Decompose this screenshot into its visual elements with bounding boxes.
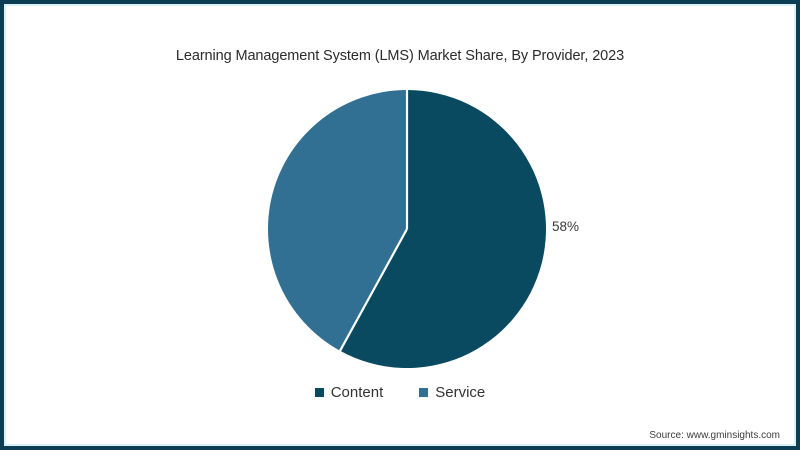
chart-title: Learning Management System (LMS) Market … [175,48,625,64]
pie-svg [267,90,546,368]
legend-label-service: Service [435,384,486,401]
plot-area: Learning Management System (LMS) Market … [6,6,794,444]
pie-slice-content[interactable] [340,90,546,368]
chart-legend: Content Service [6,384,794,401]
legend-item-service[interactable]: Service [419,384,485,401]
pie-chart [262,84,552,374]
legend-swatch-content-icon [314,388,324,397]
pie-slice-service[interactable] [267,90,407,351]
legend-swatch-service-icon [419,388,429,397]
source-note: Source: www.gminsights.com [649,430,780,441]
legend-label-content: Content [330,384,384,401]
pie-separator-lower-left [339,228,408,352]
legend-item-content[interactable]: Content [314,384,384,401]
pie-data-label-content: 58% [552,219,580,234]
